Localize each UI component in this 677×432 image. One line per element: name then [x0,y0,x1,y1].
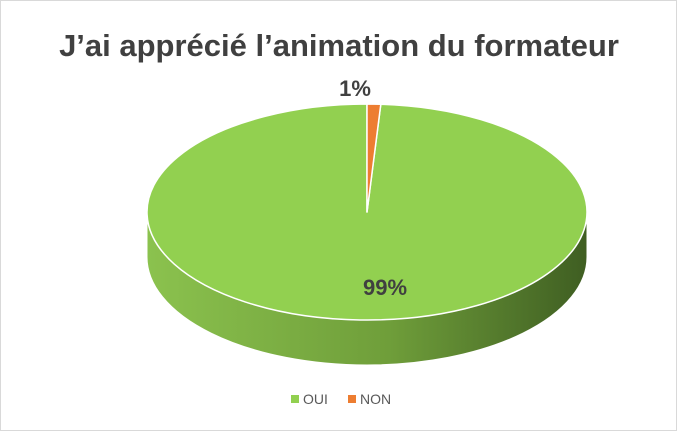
data-label-oui: 99% [363,275,407,300]
data-label-non: 1% [339,76,371,101]
legend-swatch-oui [291,395,299,403]
legend-swatch-non [348,395,356,403]
legend: OUI NON [291,391,391,407]
legend-label-non: NON [360,391,391,407]
pie-group [146,103,588,366]
legend-label-oui: OUI [303,391,328,407]
pie-slice-non [366,103,382,213]
chart-title: J’ai apprécié l’animation du formateur [59,28,619,63]
